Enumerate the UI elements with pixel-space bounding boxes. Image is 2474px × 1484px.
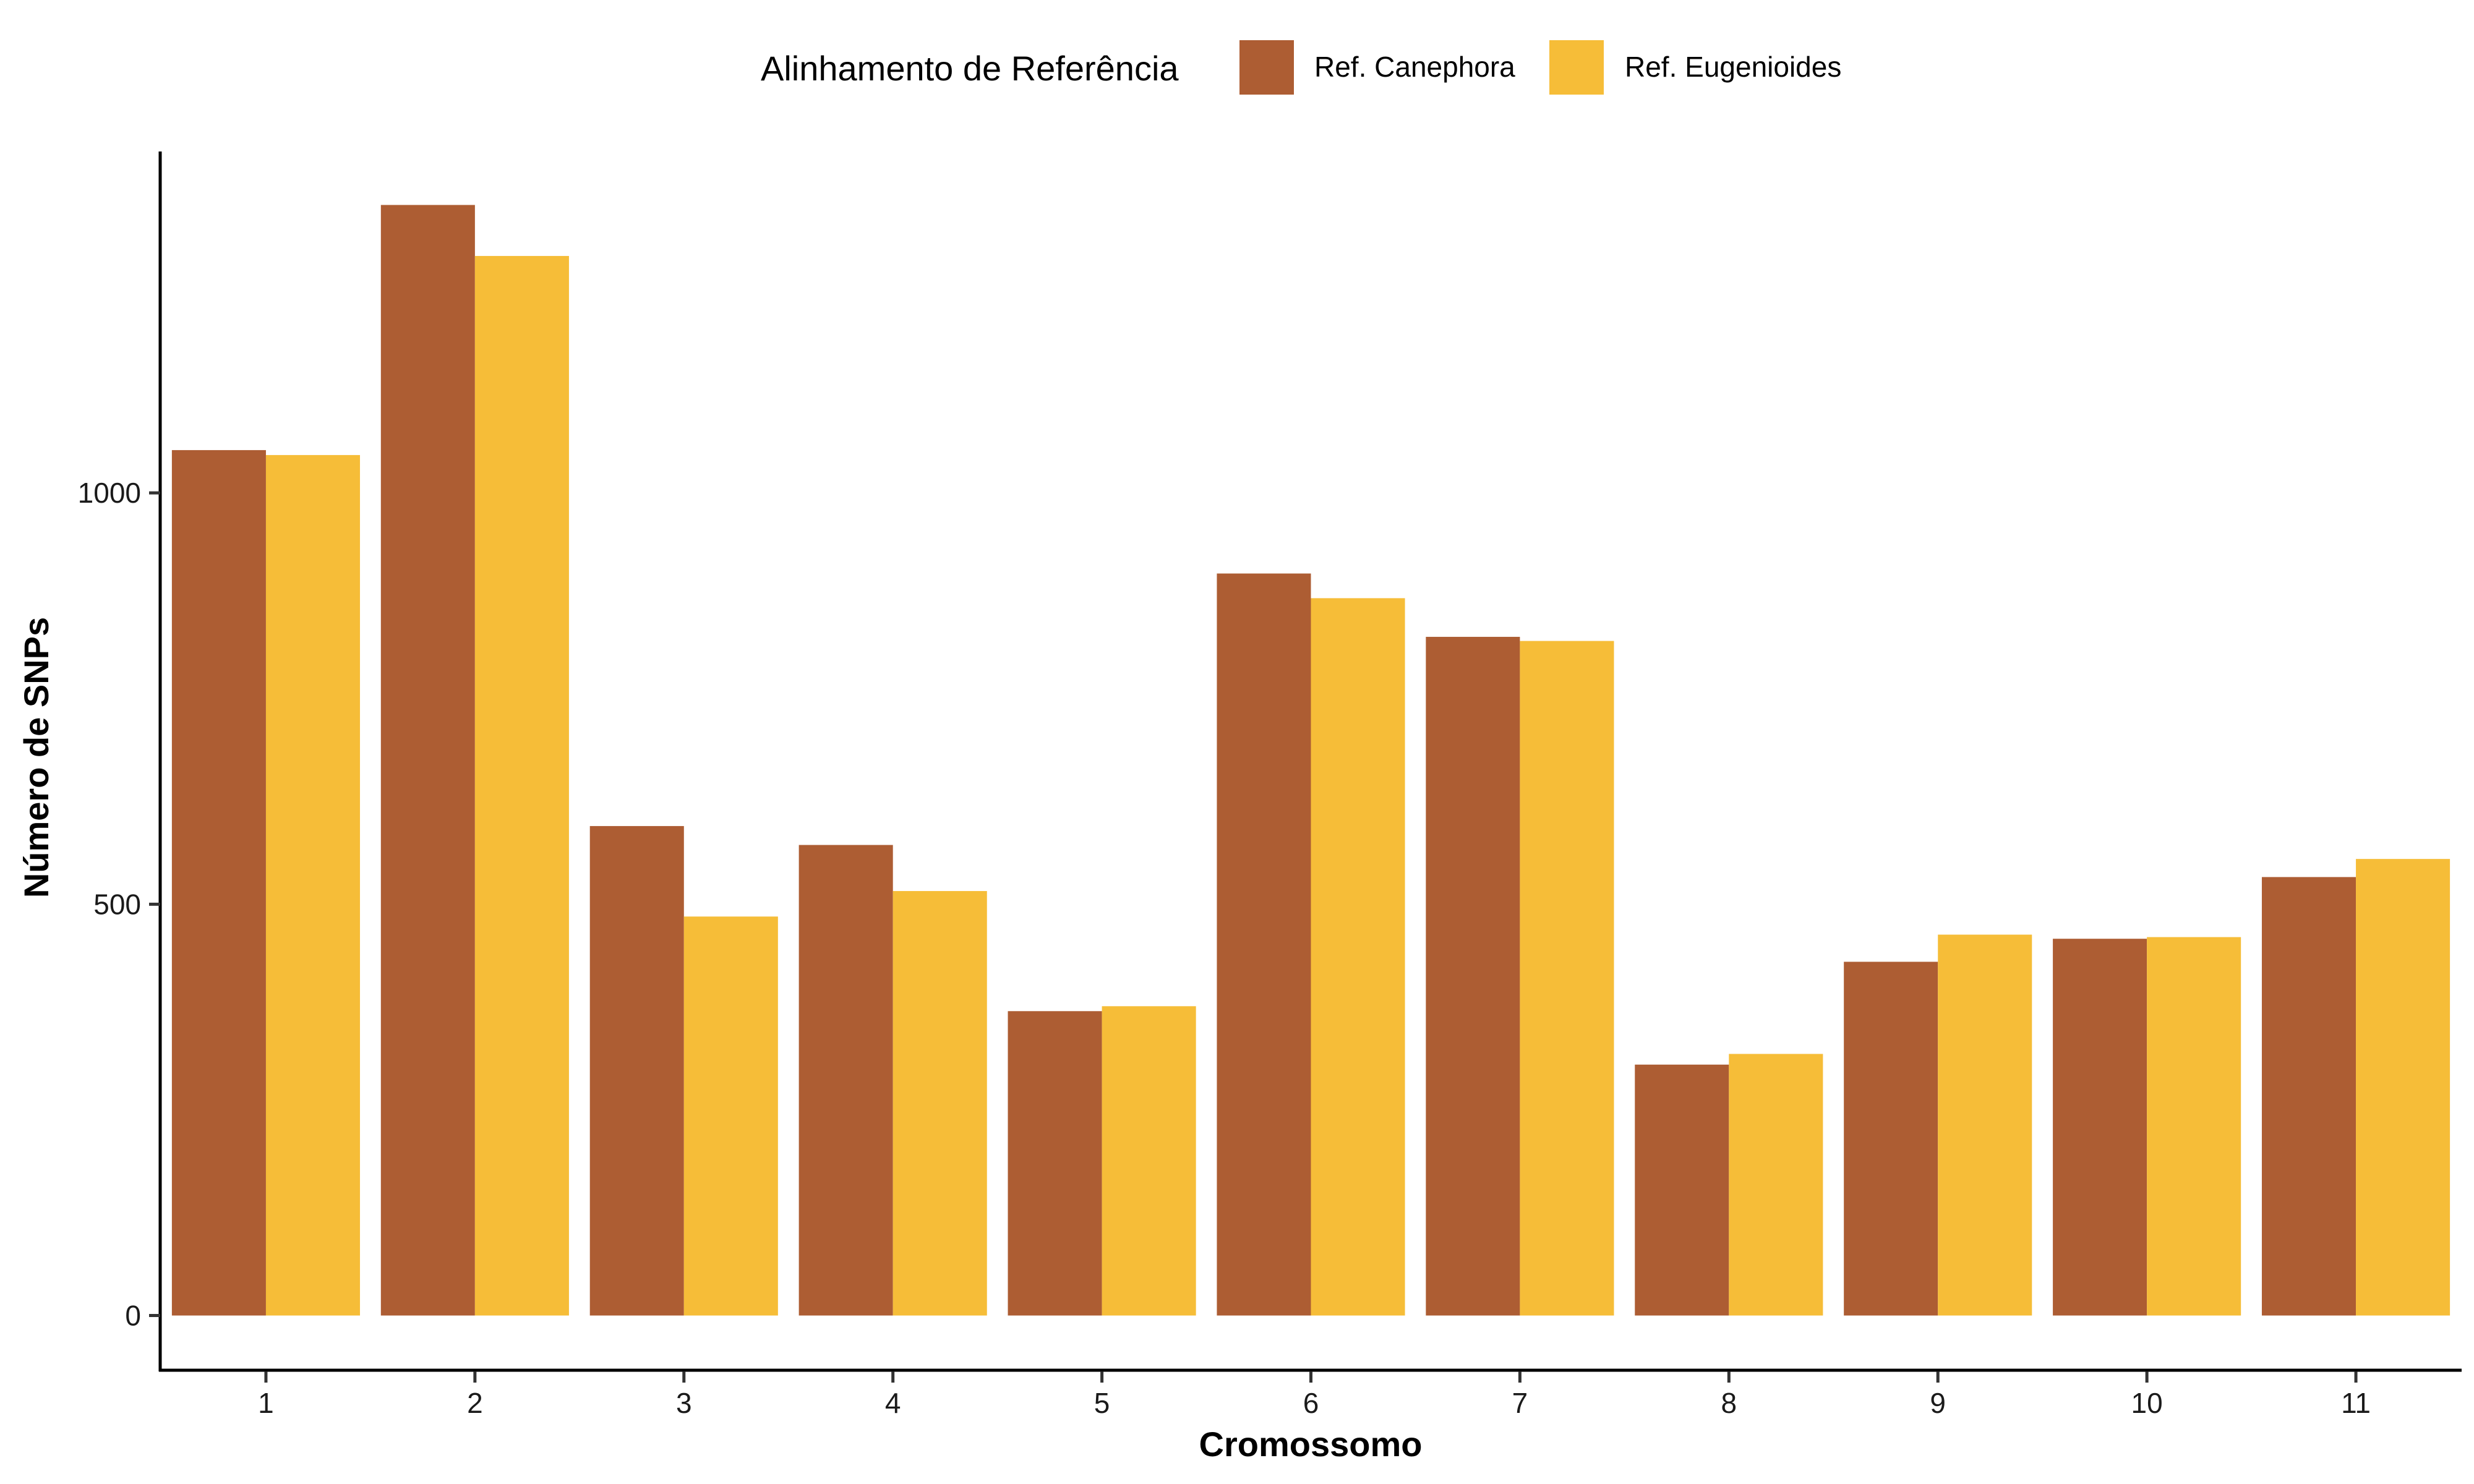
bar-chr5-series2	[1102, 1006, 1196, 1316]
legend-title: Alinhamento de Referência	[761, 49, 1179, 88]
y-tick-label: 1000	[78, 477, 141, 509]
bar-chr1-series1	[171, 450, 266, 1316]
y-ticks: 0 500 1000	[78, 477, 160, 1332]
bar-chr3-series1	[589, 825, 684, 1316]
x-tick-label: 7	[1512, 1387, 1528, 1419]
bar-chr2-series1	[380, 205, 475, 1316]
x-tick-label: 4	[885, 1387, 901, 1419]
x-tick-label: 1	[258, 1387, 274, 1419]
x-tick-label: 10	[2131, 1387, 2163, 1419]
bar-chr5-series1	[1008, 1011, 1102, 1316]
x-ticks: 1 2 3 4 5 6 7 8 9 10 11	[258, 1371, 2371, 1419]
y-axis-title: Número de SNPs	[17, 617, 56, 898]
x-tick-label: 6	[1303, 1387, 1319, 1419]
bar-chr11-series1	[2261, 877, 2356, 1316]
legend-label-eugenioides: Ref. Eugenioides	[1625, 51, 1841, 83]
bar-chr9-series2	[1938, 934, 2032, 1316]
x-tick-label: 2	[467, 1387, 483, 1419]
bar-chr3-series2	[683, 916, 778, 1316]
bar-chr8-series1	[1635, 1064, 1729, 1316]
bar-chr4-series1	[798, 845, 893, 1316]
x-axis-title: Cromossomo	[1199, 1425, 1423, 1464]
y-tick-label: 0	[125, 1300, 141, 1332]
bar-chr10-series1	[2053, 939, 2147, 1316]
bar-chr1-series2	[265, 454, 361, 1316]
bar-chr7-series2	[1520, 641, 1614, 1316]
bar-chr6-series1	[1217, 573, 1311, 1316]
bar-chr9-series1	[1844, 962, 1938, 1316]
legend-swatch-canephora	[1239, 40, 1294, 95]
bar-chr2-series2	[474, 255, 569, 1316]
legend-label-canephora: Ref. Canephora	[1314, 51, 1515, 83]
x-tick-label: 5	[1094, 1387, 1110, 1419]
legend-swatch-eugenioides	[1549, 40, 1604, 95]
bar-chr10-series2	[2147, 937, 2241, 1316]
bars	[171, 205, 2450, 1316]
bar-chr7-series1	[1426, 636, 1520, 1316]
bar-chr6-series2	[1311, 598, 1405, 1316]
y-tick-label: 500	[93, 888, 141, 920]
bar-chr4-series2	[892, 891, 987, 1316]
legend: Alinhamento de Referência Ref. Canephora…	[761, 40, 1841, 95]
x-tick-label: 8	[1721, 1387, 1737, 1419]
bar-chr8-series2	[1729, 1054, 1823, 1316]
x-tick-label: 11	[2341, 1387, 2371, 1419]
bar-chr11-series2	[2356, 859, 2450, 1316]
x-tick-label: 3	[676, 1387, 692, 1419]
x-tick-label: 9	[1930, 1387, 1946, 1419]
